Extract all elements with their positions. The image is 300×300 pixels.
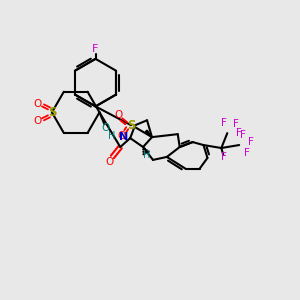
Text: F: F [248,137,254,147]
Text: F: F [236,128,242,138]
Text: O: O [105,157,113,167]
Text: S: S [127,119,135,132]
Text: O: O [33,116,41,126]
Text: H: H [143,150,151,160]
Text: O: O [114,110,122,120]
Text: H: H [108,131,115,141]
Text: O: O [33,99,41,110]
Text: O: O [101,123,110,133]
Text: F: F [233,119,239,129]
Text: N: N [118,132,128,142]
Text: O: O [117,131,125,141]
Text: F: F [221,152,227,162]
Text: F: F [240,130,246,140]
Text: S: S [48,106,56,119]
Text: F: F [221,118,227,128]
Polygon shape [145,130,152,137]
Text: F: F [92,44,99,54]
Text: F: F [244,148,250,158]
